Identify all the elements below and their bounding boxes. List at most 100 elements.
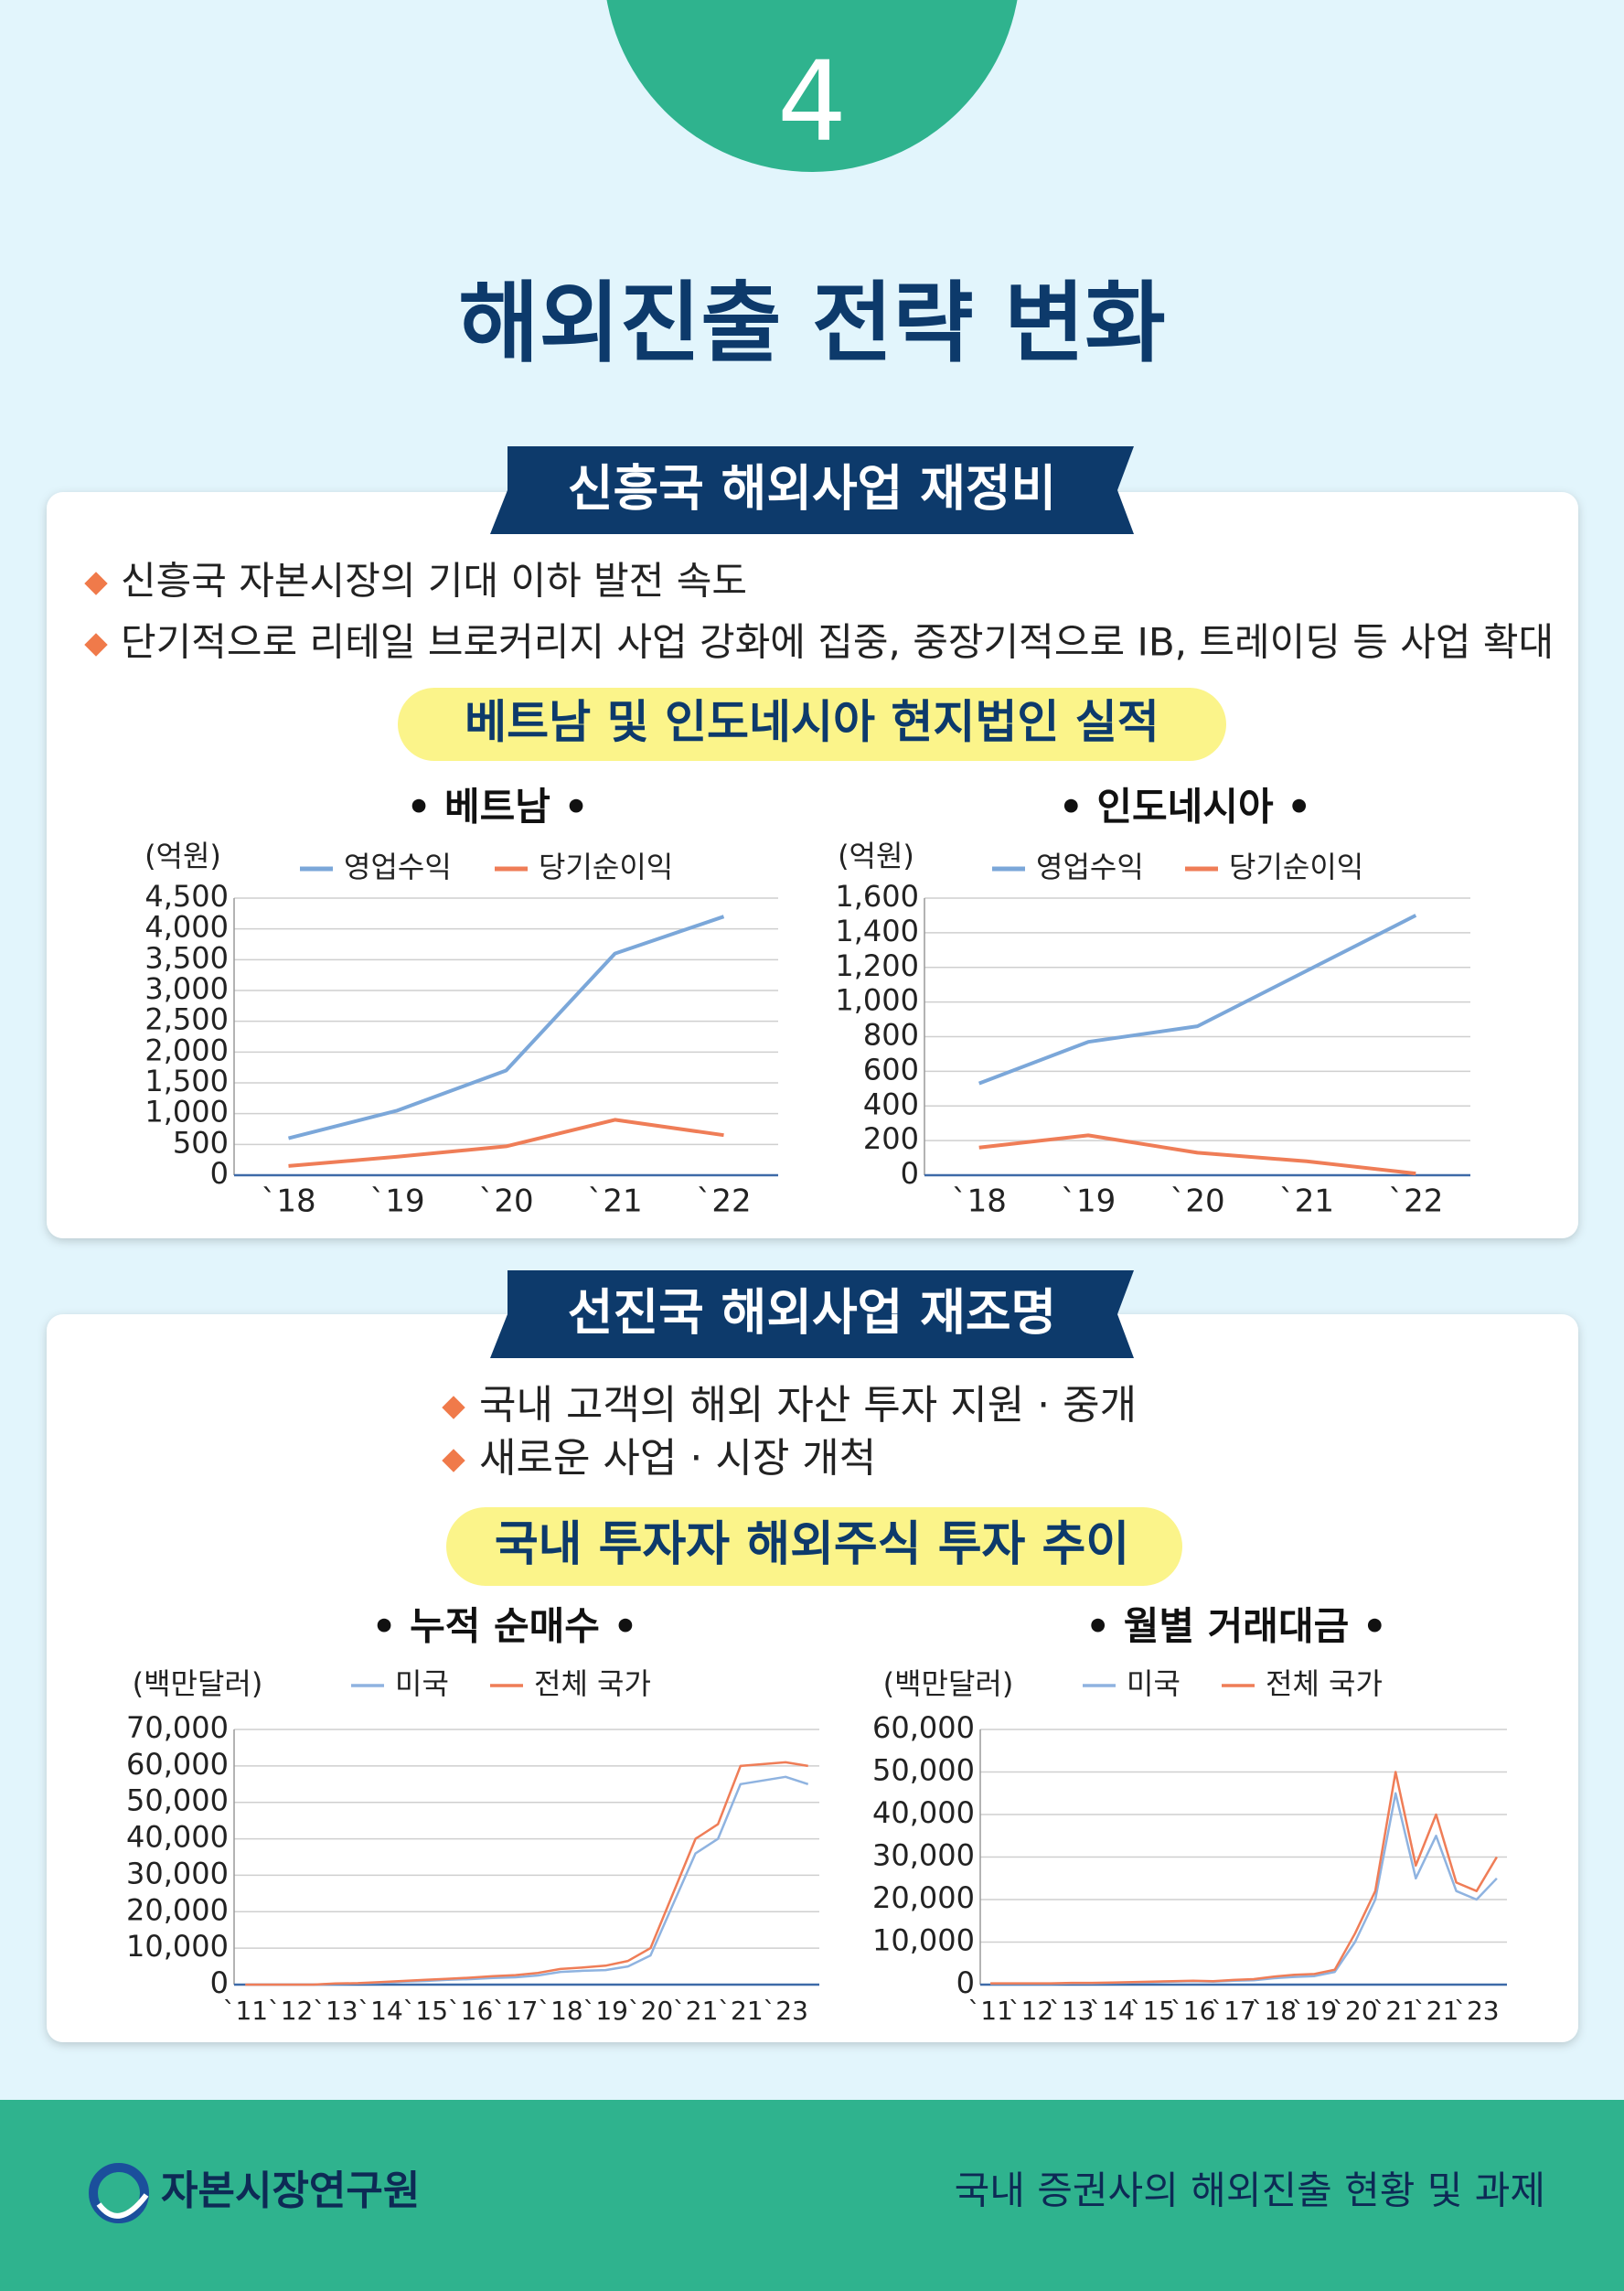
- y-tick-label: 0: [901, 1156, 919, 1191]
- y-tick-label: 50,000: [126, 1783, 229, 1818]
- subheading: 베트남 및 인도네시아 현지법인 실적: [465, 696, 1159, 749]
- chart-title: • 월별 거래대금 •: [1085, 1604, 1386, 1649]
- y-axis-label: (억원): [838, 839, 914, 873]
- chart-title: • 인도네시아 •: [1059, 785, 1311, 830]
- x-tick-label: `21: [1279, 1183, 1334, 1220]
- header-number: 4: [777, 39, 847, 166]
- x-tick-label: `20: [628, 1996, 674, 2026]
- y-tick-label: 60,000: [126, 1747, 229, 1782]
- legend-label: 전체 국가: [534, 1666, 651, 1701]
- y-tick-label: 3,500: [144, 940, 229, 975]
- bullet-text: 국내 고객의 해외 자산 투자 지원 · 중개: [479, 1382, 1137, 1429]
- subheading-pill: [398, 688, 1226, 761]
- x-tick-label: `18: [538, 1996, 583, 2026]
- x-tick-label: `21: [1373, 1996, 1418, 2026]
- y-tick-label: 0: [210, 1156, 229, 1191]
- x-tick-label: `21: [1414, 1996, 1459, 2026]
- bullet-icon: [84, 572, 108, 595]
- x-tick-label: `14: [1089, 1996, 1135, 2026]
- subheading: 국내 투자자 해외주식 투자 추이: [495, 1517, 1129, 1572]
- section-box: [47, 1314, 1578, 2042]
- x-tick-label: `17: [1211, 1996, 1256, 2026]
- data-line: [245, 1761, 808, 1986]
- x-tick-label: `21: [673, 1996, 719, 2026]
- data-line: [990, 1771, 1498, 1985]
- x-tick-label: `23: [1454, 1996, 1500, 2026]
- data-line: [978, 1133, 1416, 1176]
- y-tick-label: 30,000: [126, 1856, 229, 1890]
- bullet-text: 신흥국 자본시장의 기대 이하 발전 속도: [121, 559, 747, 604]
- x-tick-label: `20: [478, 1183, 533, 1220]
- section-heading: 선진국 해외사업 재조명: [568, 1284, 1056, 1342]
- bullet-icon: [84, 633, 108, 657]
- y-tick-label: 1,000: [835, 983, 919, 1018]
- x-tick-label: `16: [1170, 1996, 1216, 2026]
- x-tick-label: `20: [1332, 1996, 1378, 2026]
- x-tick-label: `19: [369, 1183, 424, 1220]
- x-tick-label: `19: [1061, 1183, 1116, 1220]
- section-ribbon: [490, 446, 1134, 534]
- y-tick-label: 50,000: [872, 1753, 975, 1788]
- x-tick-label: `21: [718, 1996, 764, 2026]
- x-tick-label: `15: [1129, 1996, 1175, 2026]
- legend-label: 영업수익: [1036, 850, 1144, 884]
- y-tick-label: 30,000: [872, 1838, 975, 1873]
- section-ribbon: [490, 1270, 1134, 1358]
- y-tick-label: 400: [863, 1087, 919, 1121]
- logo-icon: [89, 2163, 149, 2223]
- y-tick-label: 0: [956, 1965, 975, 2000]
- x-tick-label: `13: [1049, 1996, 1095, 2026]
- x-tick-label: `22: [696, 1183, 751, 1220]
- y-tick-label: 20,000: [126, 1892, 229, 1927]
- data-line: [978, 914, 1417, 1086]
- y-tick-label: 60,000: [872, 1710, 975, 1745]
- x-tick-label: `22: [1388, 1183, 1443, 1220]
- y-axis-label: (백만달러): [883, 1666, 1014, 1701]
- x-tick-label: `19: [582, 1996, 628, 2026]
- data-line: [288, 1118, 724, 1168]
- legend-label: 전체 국가: [1266, 1666, 1383, 1701]
- y-tick-label: 2,000: [144, 1033, 229, 1067]
- y-tick-label: 600: [863, 1052, 919, 1087]
- footer-band: [0, 2100, 1624, 2291]
- y-tick-label: 800: [863, 1018, 919, 1053]
- y-tick-label: 2,500: [144, 1002, 229, 1037]
- x-tick-label: `17: [493, 1996, 539, 2026]
- y-tick-label: 1,000: [144, 1095, 229, 1129]
- logo-icon: [96, 2193, 149, 2219]
- y-axis-label: (백만달러): [133, 1666, 263, 1701]
- x-tick-label: `18: [952, 1183, 1007, 1220]
- y-tick-label: 1,500: [144, 1064, 229, 1098]
- x-tick-label: `14: [358, 1996, 403, 2026]
- x-tick-label: `21: [587, 1183, 642, 1220]
- bullet-text: 새로운 사업 · 시장 개척: [479, 1435, 876, 1482]
- legend-label: 영업수익: [344, 850, 452, 884]
- x-tick-label: `15: [402, 1996, 448, 2026]
- x-tick-label: `12: [1009, 1996, 1054, 2026]
- y-tick-label: 1,200: [835, 948, 919, 983]
- y-tick-label: 10,000: [872, 1923, 975, 1958]
- y-tick-label: 200: [863, 1121, 919, 1156]
- x-tick-label: `18: [1251, 1996, 1297, 2026]
- y-tick-label: 4,000: [144, 910, 229, 945]
- data-line: [288, 915, 725, 1140]
- y-tick-label: 1,600: [835, 879, 919, 914]
- x-tick-label: `16: [448, 1996, 494, 2026]
- y-tick-label: 10,000: [126, 1929, 229, 1964]
- legend-label: 당기순이익: [1229, 850, 1363, 884]
- x-tick-label: `13: [313, 1996, 358, 2026]
- x-tick-label: `23: [763, 1996, 808, 2026]
- y-tick-label: 40,000: [126, 1820, 229, 1855]
- header-circle: [606, 0, 1018, 172]
- y-tick-label: 40,000: [872, 1795, 975, 1830]
- legend-label: 미국: [395, 1666, 449, 1701]
- legend-label: 당기순이익: [539, 850, 673, 884]
- legend-label: 미국: [1127, 1666, 1181, 1701]
- x-tick-label: `20: [1170, 1183, 1224, 1220]
- page-title: 해외진출 전략 변화: [458, 272, 1165, 374]
- chart-title: • 베트남 •: [407, 785, 589, 830]
- footer-org: 자본시장연구원: [161, 2168, 420, 2214]
- y-tick-label: 1,400: [835, 914, 919, 948]
- x-tick-label: `18: [261, 1183, 315, 1220]
